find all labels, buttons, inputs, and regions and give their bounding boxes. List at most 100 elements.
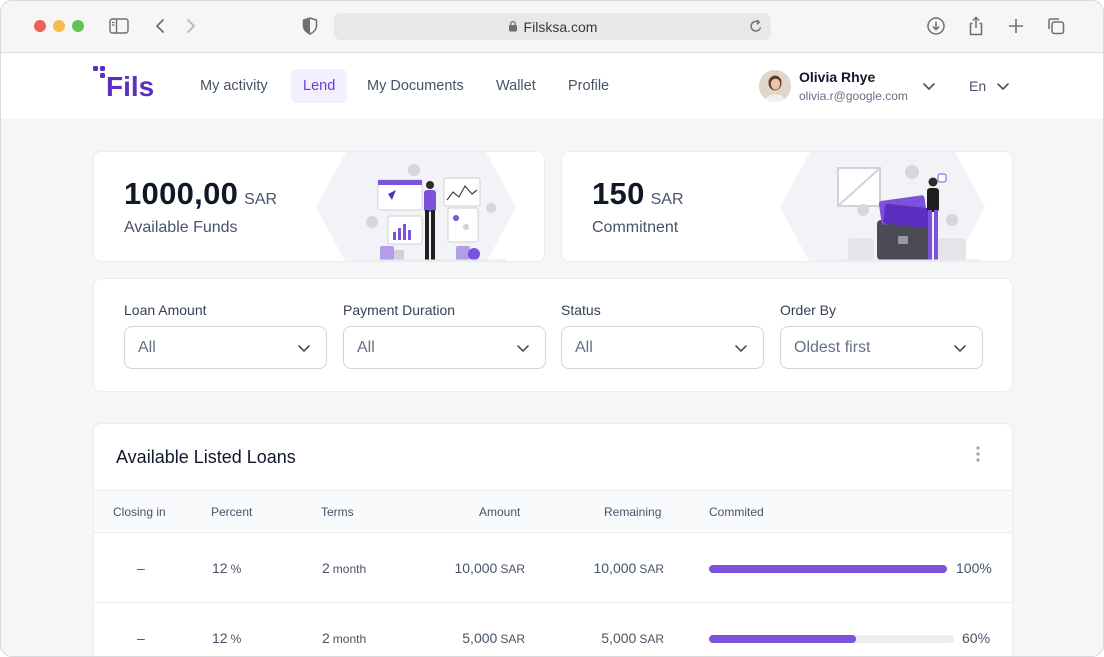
nav-my-activity[interactable]: My activity bbox=[200, 78, 268, 94]
commitment-illustration bbox=[780, 152, 985, 261]
percent-value: 12 bbox=[212, 630, 228, 646]
share-icon[interactable] bbox=[965, 15, 987, 37]
table-header: Closing in Percent Terms Amount Remainin… bbox=[94, 490, 1012, 533]
remaining-unit: SAR bbox=[639, 562, 664, 576]
chevron-down-icon bbox=[515, 340, 531, 361]
committed-progress-fill bbox=[709, 635, 856, 643]
funds-illustration bbox=[316, 152, 516, 261]
order-by-value: Oldest first bbox=[794, 339, 871, 356]
order-by-select[interactable]: Oldest first bbox=[780, 326, 983, 369]
nav-wallet[interactable]: Wallet bbox=[496, 78, 536, 94]
status-label: Status bbox=[561, 302, 601, 318]
payment-duration-select[interactable]: All bbox=[343, 326, 546, 369]
address-bar[interactable]: Filsksa.com bbox=[334, 13, 771, 40]
terms-cell: 2 month bbox=[322, 630, 366, 646]
commitment-amount: 150 bbox=[592, 176, 645, 211]
filters-card: Loan Amount All Payment Duration All Sta… bbox=[93, 278, 1013, 392]
language-selector[interactable]: En bbox=[969, 78, 987, 94]
download-icon[interactable] bbox=[925, 15, 947, 37]
closing-in-cell: – bbox=[137, 630, 145, 646]
column-closing-in[interactable]: Closing in bbox=[113, 505, 166, 519]
available-funds-amount: 1000,00 bbox=[124, 176, 239, 211]
amount-unit: SAR bbox=[500, 562, 525, 576]
tabs-icon[interactable] bbox=[1045, 15, 1067, 37]
column-percent[interactable]: Percent bbox=[211, 505, 253, 519]
svg-text:Fils: Fils bbox=[106, 71, 154, 101]
chevron-down-icon bbox=[296, 340, 312, 361]
remaining-cell: 10,000 SAR bbox=[593, 560, 664, 576]
column-remaining[interactable]: Remaining bbox=[604, 505, 662, 519]
chevron-down-icon bbox=[733, 340, 749, 361]
percent-cell: 12% bbox=[212, 560, 241, 576]
close-window-button[interactable] bbox=[34, 20, 46, 32]
payment-duration-label: Payment Duration bbox=[343, 302, 456, 318]
nav-lend[interactable]: Lend bbox=[291, 69, 348, 103]
committed-progress-fill bbox=[709, 565, 947, 573]
fils-logo[interactable]: Fils bbox=[92, 65, 162, 102]
amount-value: 5,000 bbox=[462, 630, 498, 646]
percent-unit: % bbox=[230, 632, 242, 646]
terms-unit: month bbox=[332, 562, 367, 576]
available-funds-unit: SAR bbox=[244, 191, 278, 208]
committed-progress-bar bbox=[709, 635, 954, 643]
amount-unit: SAR bbox=[500, 632, 525, 646]
terms-unit: month bbox=[332, 632, 367, 646]
terms-cell: 2 month bbox=[322, 560, 366, 576]
nav-profile[interactable]: Profile bbox=[568, 78, 610, 94]
status-select[interactable]: All bbox=[561, 326, 764, 369]
chevron-down-icon bbox=[952, 340, 968, 361]
maximize-window-button[interactable] bbox=[72, 20, 84, 32]
new-tab-icon[interactable] bbox=[1005, 15, 1027, 37]
terms-value: 2 bbox=[322, 630, 330, 646]
back-icon[interactable] bbox=[149, 15, 171, 37]
column-amount[interactable]: Amount bbox=[479, 505, 521, 519]
lock-icon bbox=[508, 19, 518, 35]
closing-in-cell: – bbox=[137, 560, 145, 576]
sidebar-icon[interactable] bbox=[108, 15, 130, 37]
language-chevron-down-icon[interactable] bbox=[995, 78, 1011, 94]
percent-value: 12 bbox=[212, 560, 228, 576]
more-vertical-icon[interactable] bbox=[968, 444, 988, 464]
available-funds-label: Available Funds bbox=[124, 219, 238, 236]
column-terms[interactable]: Terms bbox=[321, 505, 354, 519]
commitment-value: 150 SAR bbox=[592, 176, 684, 212]
committed-percent: 100% bbox=[956, 560, 992, 576]
remaining-cell: 5,000 SAR bbox=[601, 630, 664, 646]
browser-toolbar: Filsksa.com bbox=[1, 1, 1103, 53]
loans-table-title: Available Listed Loans bbox=[116, 447, 296, 467]
remaining-value: 5,000 bbox=[601, 630, 637, 646]
available-funds-value: 1000,00 SAR bbox=[124, 176, 277, 212]
remaining-unit: SAR bbox=[639, 632, 664, 646]
commitment-card: 150 SAR Commitnent bbox=[561, 151, 1013, 262]
amount-cell: 10,000 SAR bbox=[454, 560, 525, 576]
percent-cell: 12% bbox=[212, 630, 241, 646]
table-row[interactable]: – 12% 2 month 10,000 SAR 10,000 SAR 100% bbox=[94, 533, 1012, 603]
commitment-label: Commitnent bbox=[592, 219, 679, 236]
minimize-window-button[interactable] bbox=[53, 20, 65, 32]
amount-value: 10,000 bbox=[454, 560, 498, 576]
table-row[interactable]: – 12% 2 month 5,000 SAR 5,000 SAR 60% bbox=[94, 603, 1012, 656]
forward-icon[interactable] bbox=[180, 15, 202, 37]
column-commited[interactable]: Commited bbox=[709, 505, 764, 519]
user-email: olivia.r@google.com bbox=[799, 89, 908, 103]
avatar[interactable] bbox=[759, 70, 791, 102]
shield-icon[interactable] bbox=[299, 15, 321, 37]
order-by-label: Order By bbox=[780, 302, 837, 318]
payment-duration-value: All bbox=[357, 339, 375, 356]
status-value: All bbox=[575, 339, 593, 356]
user-menu-chevron-down-icon[interactable] bbox=[921, 78, 937, 94]
url-text: Filsksa.com bbox=[523, 18, 598, 35]
committed-progress-bar bbox=[709, 565, 947, 573]
loan-amount-label: Loan Amount bbox=[124, 302, 207, 318]
terms-value: 2 bbox=[322, 560, 330, 576]
committed-percent: 60% bbox=[962, 630, 991, 646]
loan-amount-value: All bbox=[138, 339, 156, 356]
commitment-unit: SAR bbox=[650, 191, 684, 208]
reload-icon[interactable] bbox=[749, 18, 763, 37]
available-funds-card: 1000,00 SAR Available Funds bbox=[93, 151, 545, 262]
nav-my-documents[interactable]: My Documents bbox=[367, 78, 464, 94]
app-header: Fils My activity Lend My Documents Walle… bbox=[1, 53, 1103, 119]
loan-amount-select[interactable]: All bbox=[124, 326, 327, 369]
percent-unit: % bbox=[230, 562, 242, 576]
